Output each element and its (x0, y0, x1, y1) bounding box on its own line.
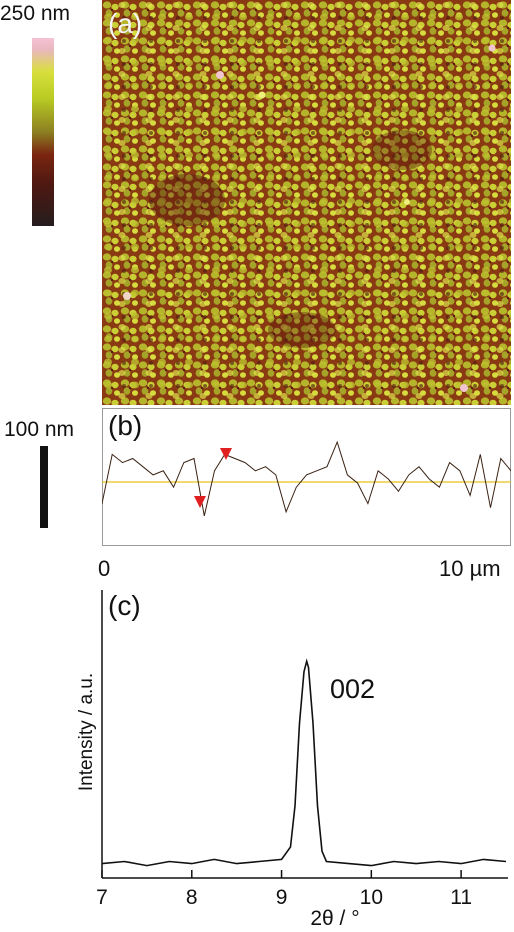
profile-x-end: 10 µm (439, 556, 501, 582)
x-tick-label: 10 (360, 886, 383, 909)
x-tick-label: 11 (450, 886, 472, 909)
x-tick-label: 9 (276, 886, 288, 909)
afm-height-image (102, 0, 511, 405)
x-axis-label: 2θ / ° (310, 907, 359, 930)
xrd-chart: 7 8 9 10 11 Intensity / a.u. 2θ / ° 002 (0, 580, 514, 932)
peak-label: 002 (330, 674, 375, 704)
profile-plot (102, 408, 511, 546)
y-axis-label: Intensity / a.u. (76, 673, 97, 791)
profile-x-start: 0 (98, 556, 110, 582)
colorbar-max-label: 250 nm (0, 2, 70, 26)
xrd-series-line (102, 661, 506, 865)
x-tick-label: 8 (186, 886, 198, 909)
scale-bar-label: 100 nm (4, 418, 74, 442)
height-scale-bar (40, 446, 48, 528)
marker-bottom (194, 496, 206, 508)
profile-series-line (102, 442, 511, 516)
x-tick-label: 7 (96, 886, 108, 909)
panel-a-label: (a) (108, 8, 142, 40)
height-colorbar (32, 38, 54, 226)
